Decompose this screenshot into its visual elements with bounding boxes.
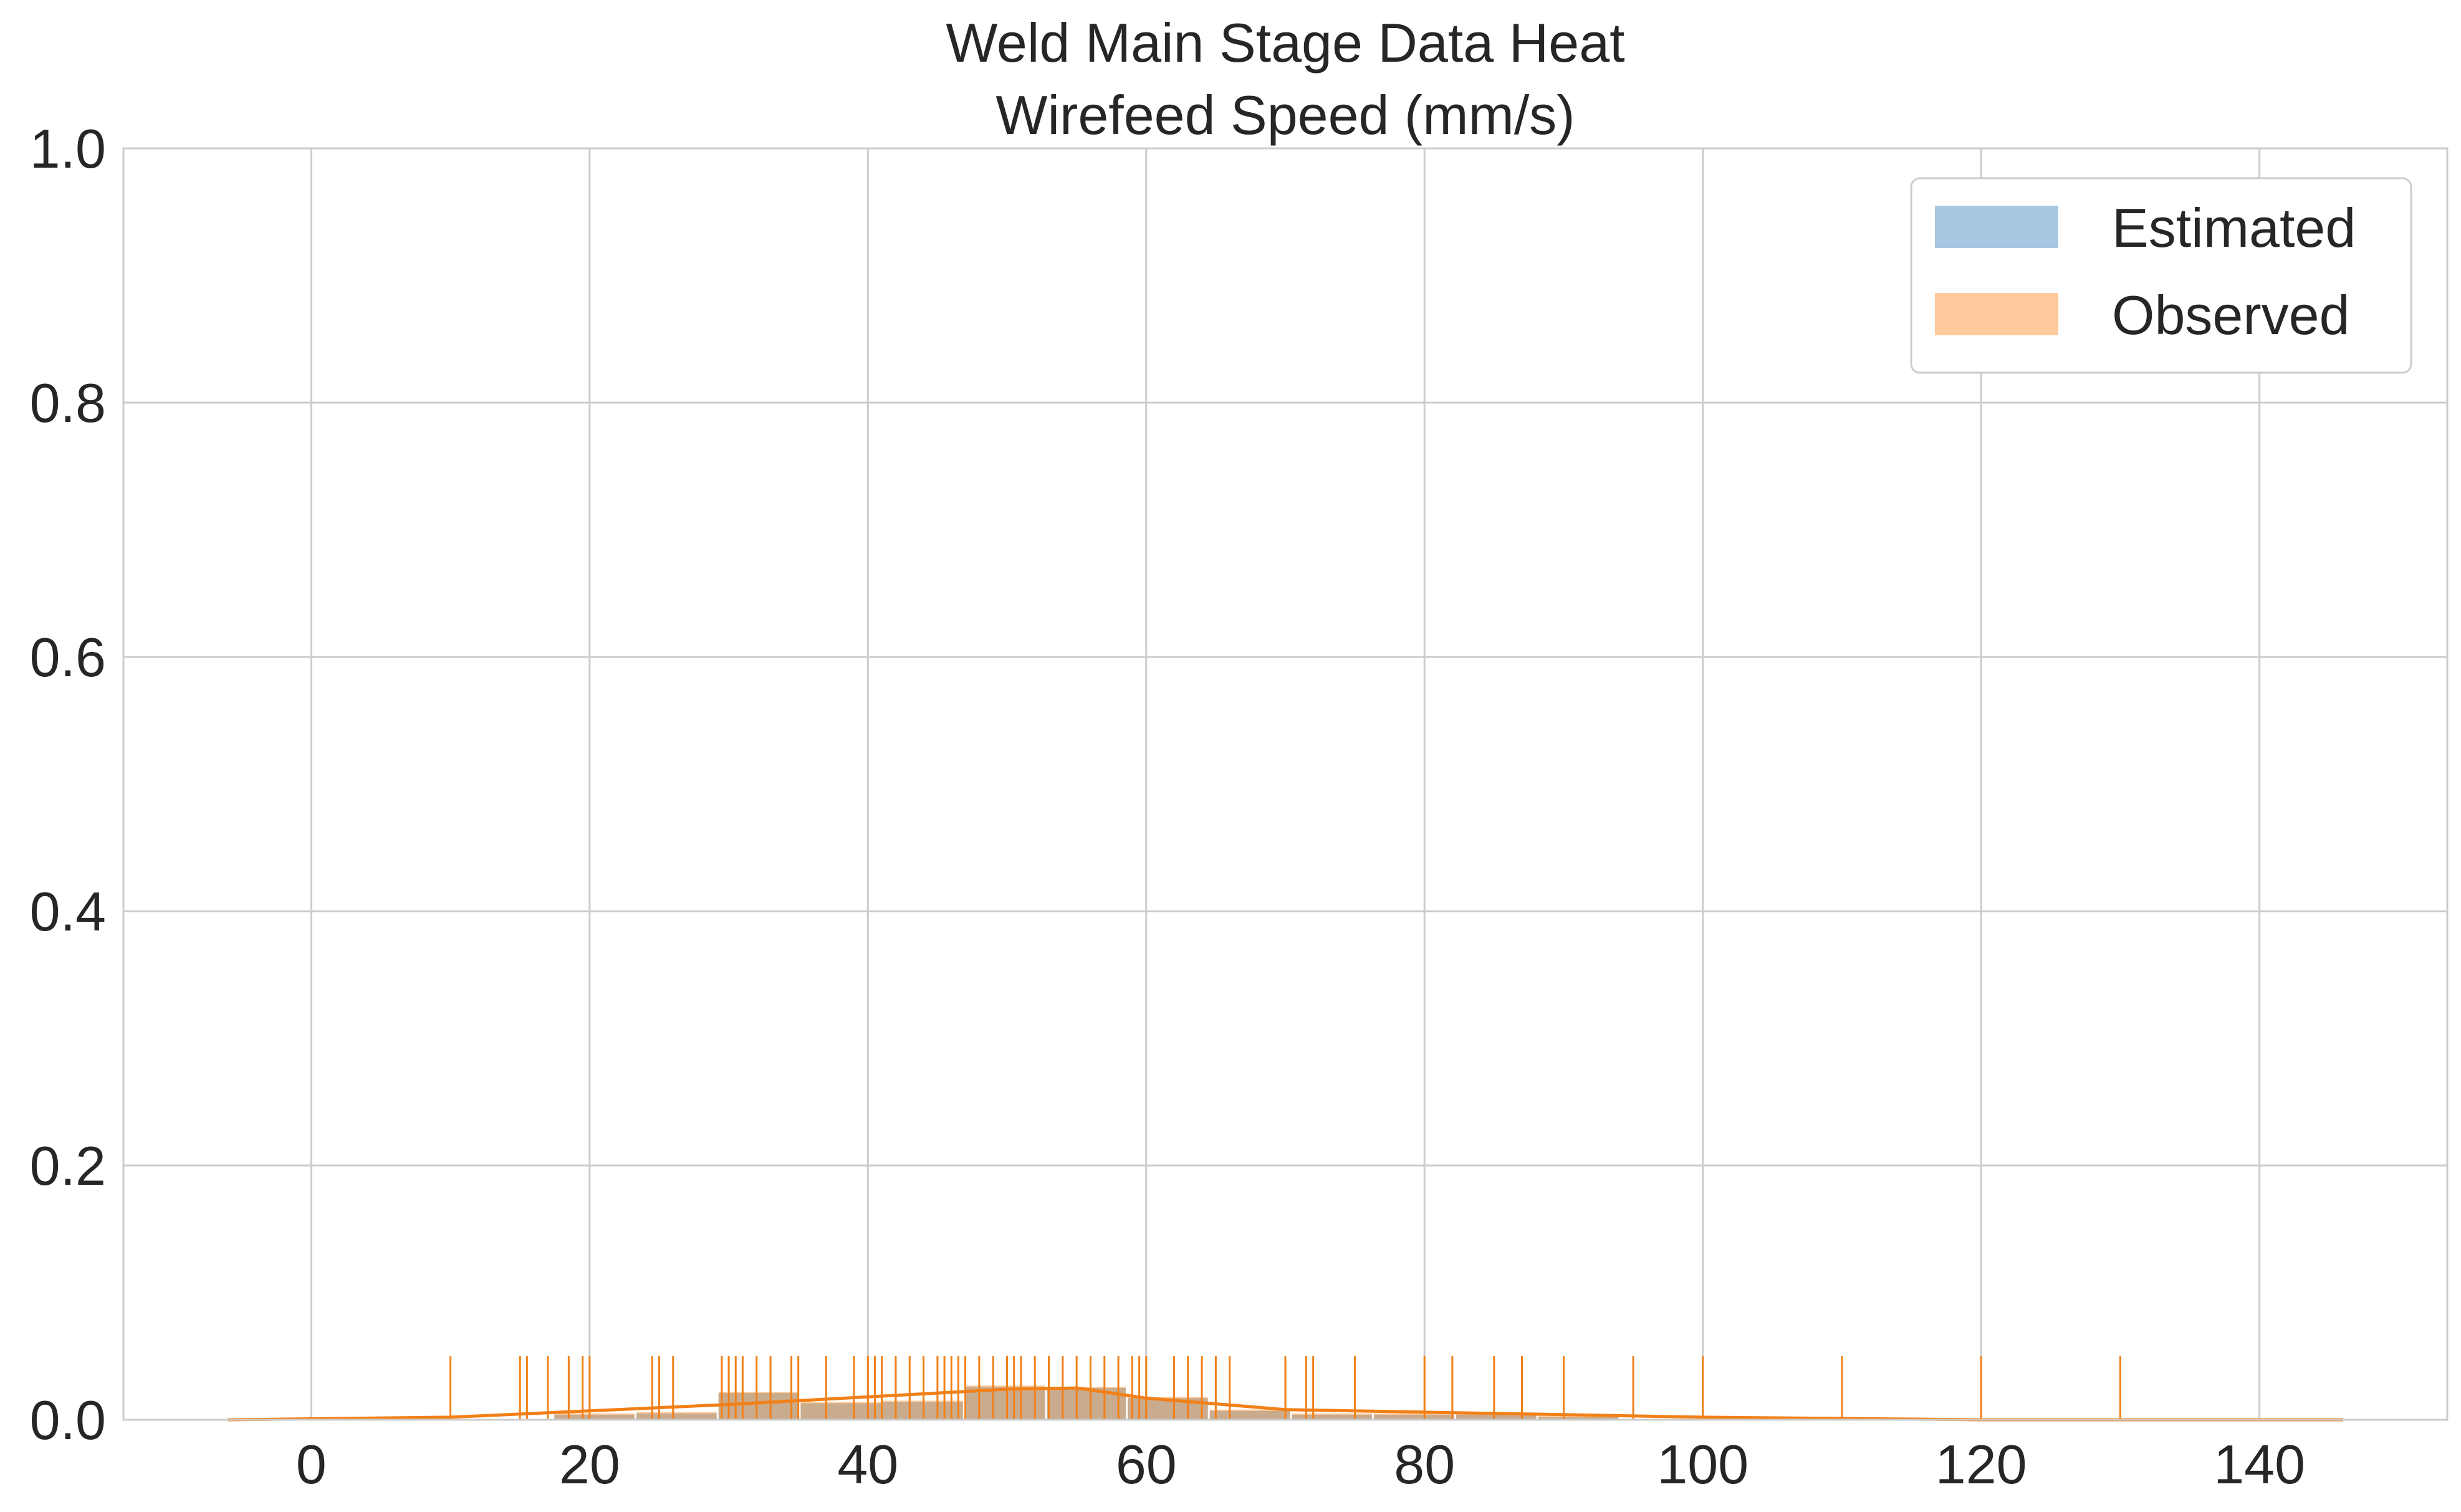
kde-line: [228, 1386, 2343, 1422]
y-tick-label: 0.0: [30, 1389, 106, 1451]
histogram-bar-observed: [554, 1413, 635, 1420]
histogram-bar-observed: [1292, 1413, 1373, 1420]
x-axis-ticks: 0 20 40 60 80 100 120 140: [296, 1433, 2305, 1495]
y-tick-label: 0.6: [30, 626, 106, 688]
x-tick-label: 100: [1657, 1433, 1749, 1495]
legend-label-observed: Observed: [2112, 284, 2350, 346]
y-axis-ticks: 0.0 0.2 0.4 0.6 0.8 1.0: [30, 118, 106, 1451]
y-tick-label: 0.2: [30, 1135, 106, 1197]
legend-swatch-estimated: [1935, 206, 2058, 248]
legend-swatch-observed: [1935, 293, 2058, 335]
histogram-bar-observed: [636, 1412, 717, 1420]
histogram-bar-estimated: [1374, 1414, 1454, 1420]
histogram-bar-observed: [1538, 1415, 1619, 1420]
histogram-bar-observed: [1209, 1409, 1290, 1420]
legend: Estimated Observed: [1910, 177, 2412, 374]
y-tick-label: 1.0: [30, 118, 106, 179]
chart-title: Weld Main Stage Data Heat: [946, 12, 1624, 74]
x-tick-label: 40: [837, 1433, 898, 1495]
plot-frame: [122, 147, 2449, 1421]
x-tick-label: 80: [1394, 1433, 1455, 1495]
histogram-bar-estimated: [1292, 1414, 1373, 1420]
y-tick-label: 0.4: [30, 881, 106, 942]
y-tick-label: 0.8: [30, 372, 106, 434]
histogram-bar-observed: [1374, 1413, 1454, 1420]
chart-subtitle: Wirefeed Speed (mm/s): [995, 84, 1575, 146]
x-tick-label: 60: [1116, 1433, 1177, 1495]
histogram-bar-observed: [1456, 1413, 1537, 1420]
histogram-bar-estimated: [718, 1393, 799, 1420]
histogram-bar-observed: [800, 1402, 881, 1420]
legend-label-estimated: Estimated: [2112, 197, 2356, 259]
x-tick-label: 140: [2214, 1433, 2305, 1495]
histogram-bar-estimated: [636, 1413, 717, 1420]
x-tick-label: 20: [559, 1433, 620, 1495]
x-tick-label: 120: [1936, 1433, 2027, 1495]
rug-marks: [449, 1356, 2121, 1420]
histogram-bar-estimated: [554, 1414, 635, 1420]
x-tick-label: 0: [296, 1433, 327, 1495]
histogram-bar-observed: [1047, 1386, 1126, 1420]
histogram-bar-estimated: [1456, 1414, 1537, 1420]
histogram-bar-estimated: [1538, 1417, 1619, 1420]
